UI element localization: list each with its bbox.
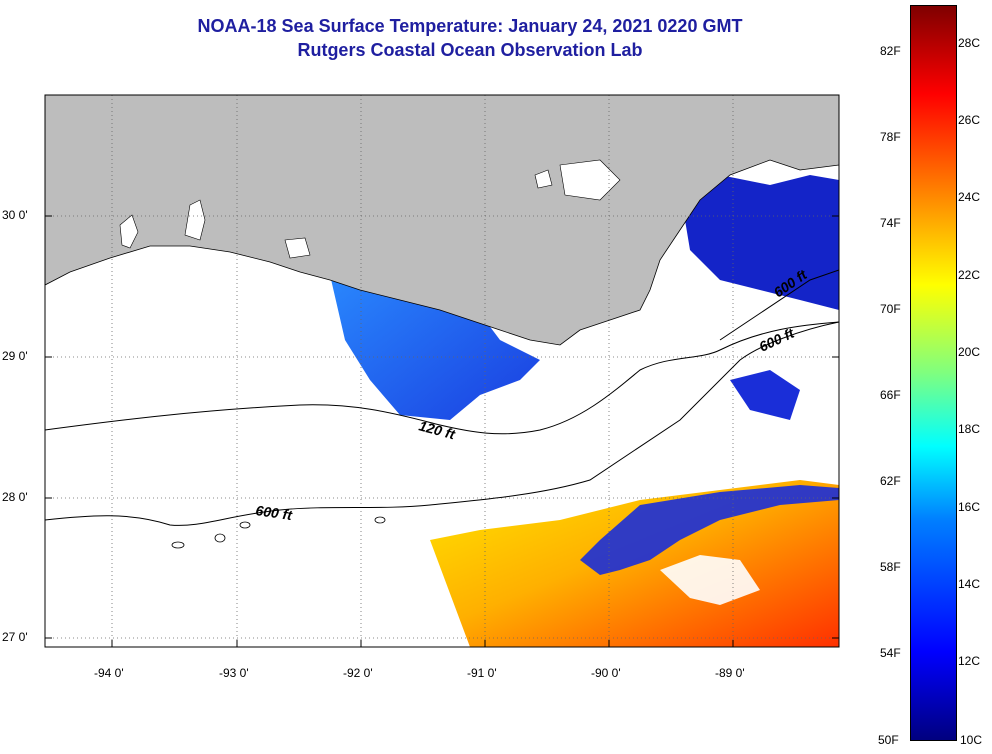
map-title: NOAA-18 Sea Surface Temperature: January…: [197, 16, 743, 36]
cold-sst-south: [730, 370, 800, 420]
colorbar-f-78: 78F: [880, 130, 901, 144]
colorbar-c-24: 24C: [958, 190, 981, 204]
lat-label-28: 28 0': [2, 490, 28, 504]
contour-600ft-east: [719, 269, 839, 341]
contour-600ft: [45, 321, 839, 526]
colorbar-f-66: 66F: [880, 388, 901, 402]
lake-2: [184, 199, 206, 241]
grid-lines: [45, 95, 839, 647]
banks: [171, 516, 386, 549]
colorbar-c-22: 22C: [958, 268, 981, 282]
map-subtitle: Rutgers Coastal Ocean Observation Lab: [297, 40, 643, 60]
contour-label-600ft-west: 600 ft: [255, 502, 295, 523]
colorbar-f-50: 50F: [878, 733, 899, 747]
cool-sst-edge: [580, 485, 839, 575]
lat-label-27: 27 0': [2, 630, 28, 644]
lon-label-89: -89 0': [715, 666, 745, 680]
contour-120ft: [45, 321, 839, 435]
colorbar-c-16: 16C: [958, 500, 981, 514]
colorbar-c-18: 18C: [958, 422, 981, 436]
lon-label-90: -90 0': [591, 666, 621, 680]
lake-1: [119, 214, 139, 249]
lake-3: [559, 159, 621, 201]
land-mass: [45, 95, 839, 346]
colorbar-c-20: 20C: [958, 345, 981, 359]
lake-5: [534, 169, 553, 189]
cold-sst-west: [330, 255, 540, 420]
lake-4: [284, 237, 311, 259]
map-frame: [44, 94, 840, 648]
lon-label-91: -91 0': [467, 666, 497, 680]
colorbar-c-12: 12C: [958, 654, 981, 668]
colorbar-f-62: 62F: [880, 474, 901, 488]
colorbar-c-10: 10C: [960, 733, 983, 747]
lon-label-93: -93 0': [219, 666, 249, 680]
tick-marks: [45, 215, 839, 647]
colorbar-f-58: 58F: [880, 560, 901, 574]
colorbar-f-70: 70F: [880, 302, 901, 316]
temperature-colorbar: [910, 5, 957, 741]
colorbar-c-14: 14C: [958, 577, 981, 591]
colorbar-c-26: 26C: [958, 113, 981, 127]
colorbar-f-54: 54F: [880, 646, 901, 660]
colorbar-c-28: 28C: [958, 36, 981, 50]
lat-label-29: 29 0': [2, 349, 28, 363]
lon-label-92: -92 0': [343, 666, 373, 680]
cold-sst-east: [680, 175, 839, 310]
lon-label-94: -94 0': [94, 666, 124, 680]
colorbar-f-74: 74F: [880, 216, 901, 230]
colorbar-f-82: 82F: [880, 44, 901, 58]
cloud-gap: [660, 555, 760, 605]
lat-label-30: 30 0': [2, 208, 28, 222]
